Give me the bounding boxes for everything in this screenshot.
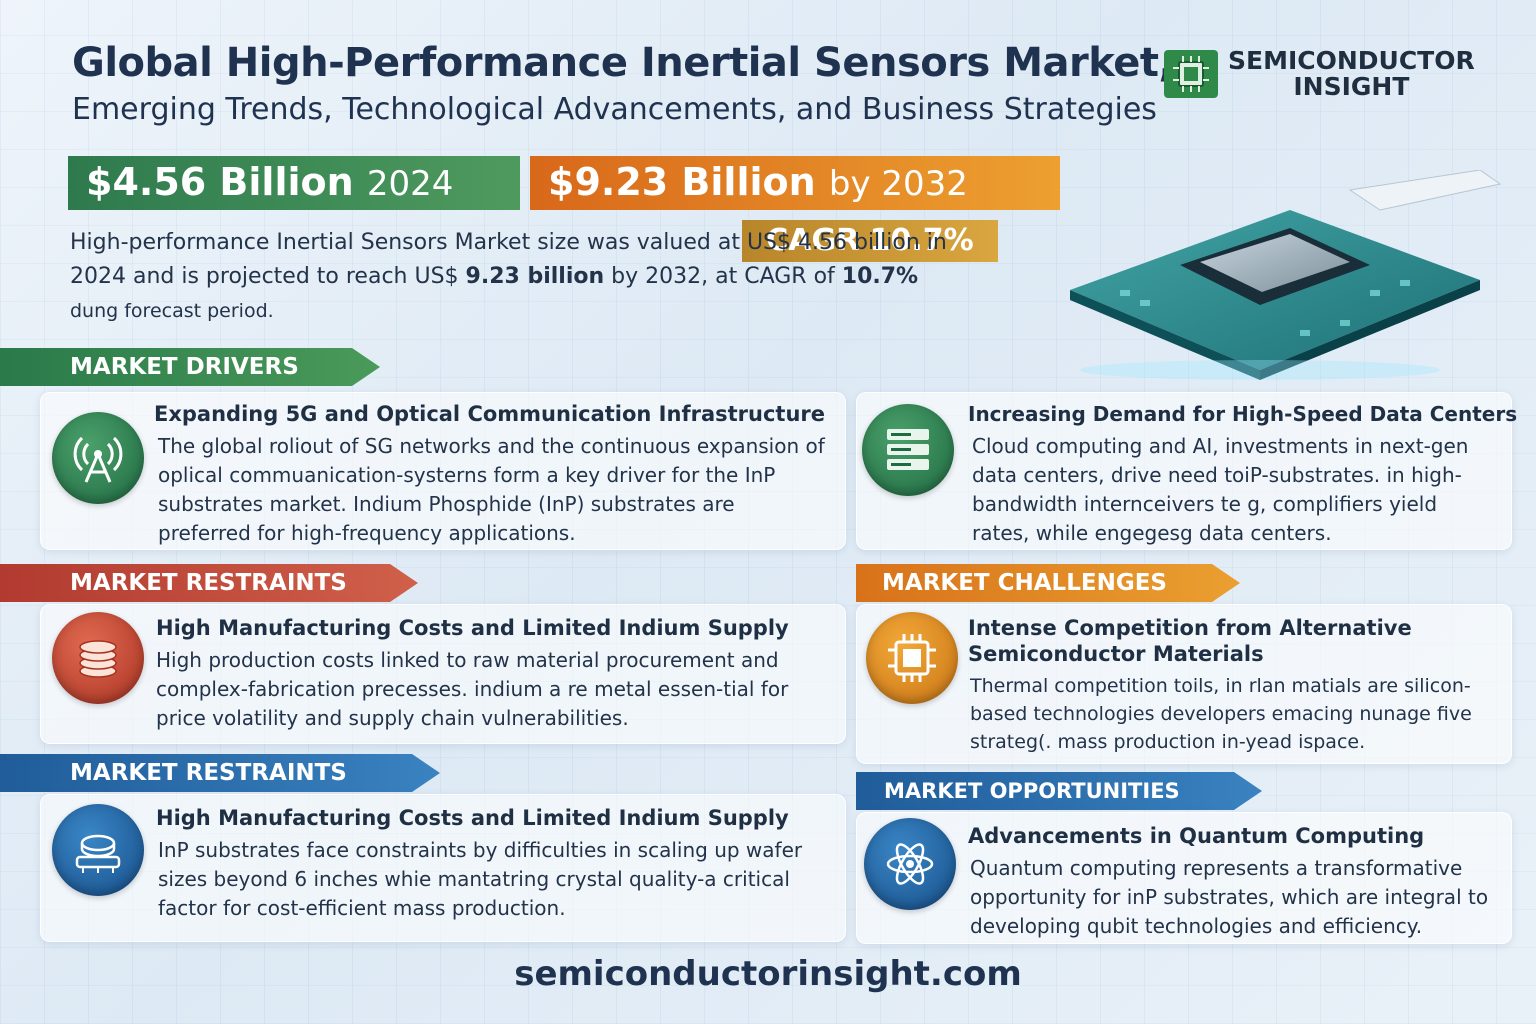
- footer-website-link[interactable]: semiconductorinsight.com: [514, 954, 1022, 994]
- market-restraints-band: MARKET RESTRAINTS: [0, 564, 418, 602]
- summary-bold-1: 9.23 billion: [465, 264, 605, 289]
- server-icon: [862, 404, 954, 496]
- driver-2-title: Increasing Demand for High-Speed Data Ce…: [968, 402, 1518, 426]
- summary-text-1: High-performance Inertial Sensors Market…: [70, 230, 947, 289]
- market-restraints-band-2: MARKET RESTRAINTS: [0, 754, 440, 792]
- restraint-2-body: InP substrates face constraints by diffi…: [158, 838, 803, 920]
- summary-bold-2: 10.7%: [841, 264, 919, 289]
- atom-icon: [864, 818, 956, 910]
- opportunity-1-title: Advancements in Quantum Computing: [968, 824, 1425, 848]
- driver-2-body: Cloud computing and AI, investments in n…: [972, 434, 1469, 545]
- restraint-2-title: High Manufacturing Costs and Limited Ind…: [156, 806, 789, 830]
- summary-text-2: by 2032, at CAGR of: [604, 264, 842, 289]
- driver-card-datacenter: [856, 392, 1512, 550]
- opportunity-1-body: Quantum computing represents a transform…: [970, 856, 1489, 938]
- logo-chip-icon: [1164, 50, 1218, 98]
- wafer-icon: [52, 804, 144, 896]
- logo-text: SEMICONDUCTOR INSIGHT: [1228, 48, 1475, 100]
- antenna-icon: [52, 412, 144, 504]
- logo: SEMICONDUCTOR INSIGHT: [1164, 48, 1475, 100]
- stat-2024-year: 2024: [366, 164, 454, 204]
- stat-2032-year: by 2032: [828, 164, 968, 204]
- challenge-card-competition: [856, 604, 1512, 764]
- stat-2024-value: $4.56 Billion: [86, 160, 354, 204]
- restraint-card-cost: [40, 604, 846, 744]
- coin-stack-icon: [52, 612, 144, 704]
- restraint-1-body: High production costs linked to raw mate…: [156, 648, 789, 730]
- stat-2024-banner: $4.56 Billion 2024: [68, 156, 520, 210]
- stat-2032-value: $9.23 Billion: [548, 160, 816, 204]
- circuit-board-illustration: [1070, 170, 1502, 380]
- market-drivers-band: MARKET DRIVERS: [0, 348, 380, 386]
- challenge-1-title-line1: Intense Competition from Alternative: [968, 616, 1412, 640]
- logo-line2: INSIGHT: [1293, 72, 1410, 101]
- cagr-badge: CAGR 10.7%: [742, 220, 998, 262]
- market-challenges-band: MARKET CHALLENGES: [856, 564, 1240, 602]
- market-opportunities-band: MARKET OPPORTUNITIES: [856, 772, 1262, 810]
- logo-line1: SEMICONDUCTOR: [1228, 46, 1475, 75]
- chip-icon: [866, 612, 958, 704]
- driver-1-body: The global roliout of SG networks and th…: [158, 434, 825, 545]
- challenge-1-body: Thermal competition toils, in rlan matia…: [970, 675, 1472, 753]
- page-title: Global High-Performance Inertial Sensors…: [72, 40, 1174, 86]
- restraint-1-title: High Manufacturing Costs and Limited Ind…: [156, 616, 789, 640]
- stat-2032-banner: $9.23 Billion by 2032: [530, 156, 1060, 210]
- page-subtitle: Emerging Trends, Technological Advanceme…: [72, 92, 1157, 127]
- market-summary: High-performance Inertial Sensors Market…: [70, 226, 950, 328]
- summary-text-3: dung forecast period.: [70, 300, 274, 322]
- opportunity-card-quantum: [856, 812, 1512, 944]
- restraint-card-scaling: [40, 794, 846, 942]
- driver-1-title: Expanding 5G and Optical Communication I…: [154, 402, 825, 426]
- challenge-1-title-line2: Semiconductor Materials: [968, 642, 1264, 666]
- driver-card-5g: [40, 392, 846, 550]
